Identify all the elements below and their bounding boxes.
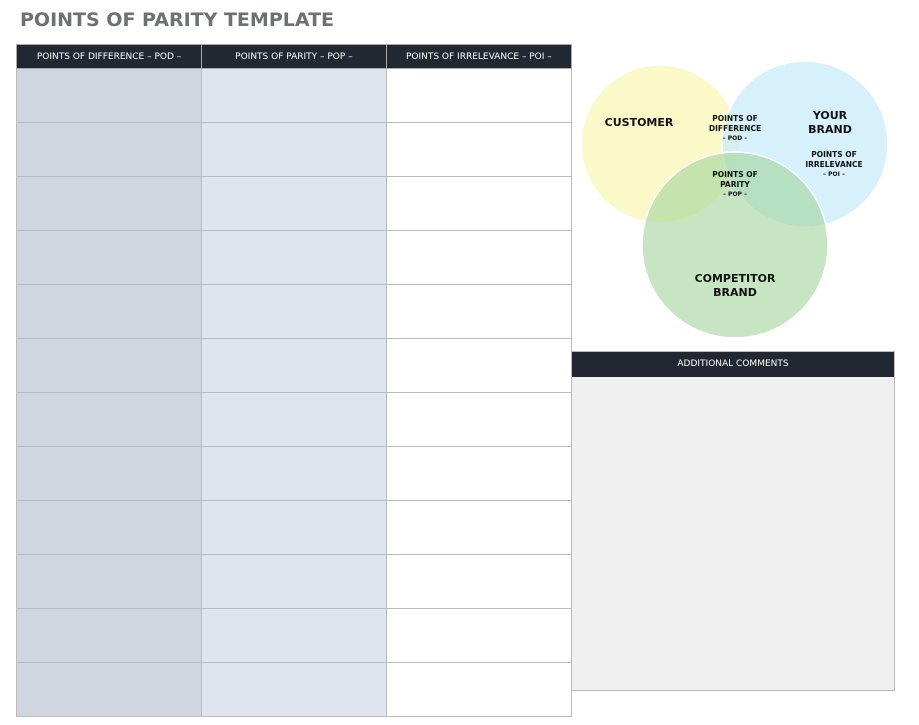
poi-cell[interactable] — [385, 122, 573, 177]
poi-cell[interactable] — [385, 338, 573, 393]
poi-cell[interactable] — [385, 230, 573, 285]
pod-cell[interactable] — [15, 554, 203, 609]
poi-label-3: – POI – — [823, 171, 845, 178]
table-row — [15, 284, 573, 339]
pod-label-1: POINTS OF — [712, 114, 758, 123]
pop-label-3: – POP – — [723, 191, 747, 198]
pod-cell[interactable] — [15, 68, 203, 123]
table-row — [15, 338, 573, 393]
additional-comments-box[interactable]: ADDITIONAL COMMENTS — [571, 351, 895, 691]
pod-cell[interactable] — [15, 446, 203, 501]
poi-cell[interactable] — [385, 500, 573, 555]
pop-cell[interactable] — [201, 176, 387, 231]
poi-cell[interactable] — [385, 392, 573, 447]
points-table: POINTS OF DIFFERENCE – POD – POINTS OF P… — [15, 44, 573, 717]
pod-cell[interactable] — [15, 338, 203, 393]
poi-cell[interactable] — [385, 662, 573, 717]
pop-cell[interactable] — [201, 338, 387, 393]
page-title: POINTS OF PARITY TEMPLATE — [20, 9, 335, 31]
table-row — [15, 176, 573, 231]
customer-label: CUSTOMER — [605, 116, 674, 129]
comments-header: ADDITIONAL COMMENTS — [572, 352, 894, 377]
pod-cell[interactable] — [15, 230, 203, 285]
table-row — [15, 608, 573, 663]
poi-cell[interactable] — [385, 68, 573, 123]
poi-cell[interactable] — [385, 554, 573, 609]
header-pod: POINTS OF DIFFERENCE – POD – — [15, 44, 203, 69]
table-row — [15, 68, 573, 123]
pop-cell[interactable] — [201, 284, 387, 339]
poi-label-2: IRRELEVANCE — [805, 160, 862, 169]
header-poi: POINTS OF IRRELEVANCE – POI – — [385, 44, 573, 69]
pop-label-2: PARITY — [720, 180, 750, 189]
pop-cell[interactable] — [201, 608, 387, 663]
table-row — [15, 122, 573, 177]
poi-cell[interactable] — [385, 608, 573, 663]
venn-diagram: CUSTOMER YOUR BRAND COMPETITOR BRAND POI… — [580, 60, 889, 339]
pop-cell[interactable] — [201, 122, 387, 177]
pop-cell[interactable] — [201, 230, 387, 285]
pop-label-1: POINTS OF — [712, 170, 758, 179]
pop-cell[interactable] — [201, 662, 387, 717]
competitor-circle — [641, 151, 829, 339]
table-row — [15, 392, 573, 447]
competitor-label-2: BRAND — [713, 286, 757, 299]
pod-cell[interactable] — [15, 176, 203, 231]
pod-cell[interactable] — [15, 662, 203, 717]
poi-cell[interactable] — [385, 284, 573, 339]
poi-cell[interactable] — [385, 446, 573, 501]
table-row — [15, 662, 573, 717]
pod-label-3: – POD – — [723, 135, 748, 142]
pod-label-2: DIFFERENCE — [709, 124, 761, 133]
pop-cell[interactable] — [201, 446, 387, 501]
pod-cell[interactable] — [15, 608, 203, 663]
your-brand-label-2: BRAND — [808, 123, 852, 136]
competitor-label-1: COMPETITOR — [695, 272, 776, 285]
pop-cell[interactable] — [201, 68, 387, 123]
pop-cell[interactable] — [201, 500, 387, 555]
table-row — [15, 500, 573, 555]
pod-cell[interactable] — [15, 284, 203, 339]
table-row — [15, 446, 573, 501]
poi-label-1: POINTS OF — [811, 150, 857, 159]
pod-cell[interactable] — [15, 392, 203, 447]
table-row — [15, 230, 573, 285]
poi-cell[interactable] — [385, 176, 573, 231]
pod-cell[interactable] — [15, 500, 203, 555]
pop-cell[interactable] — [201, 554, 387, 609]
your-brand-label-1: YOUR — [812, 109, 848, 122]
table-row — [15, 554, 573, 609]
pod-cell[interactable] — [15, 122, 203, 177]
pop-cell[interactable] — [201, 392, 387, 447]
header-pop: POINTS OF PARITY – POP – — [201, 44, 387, 69]
